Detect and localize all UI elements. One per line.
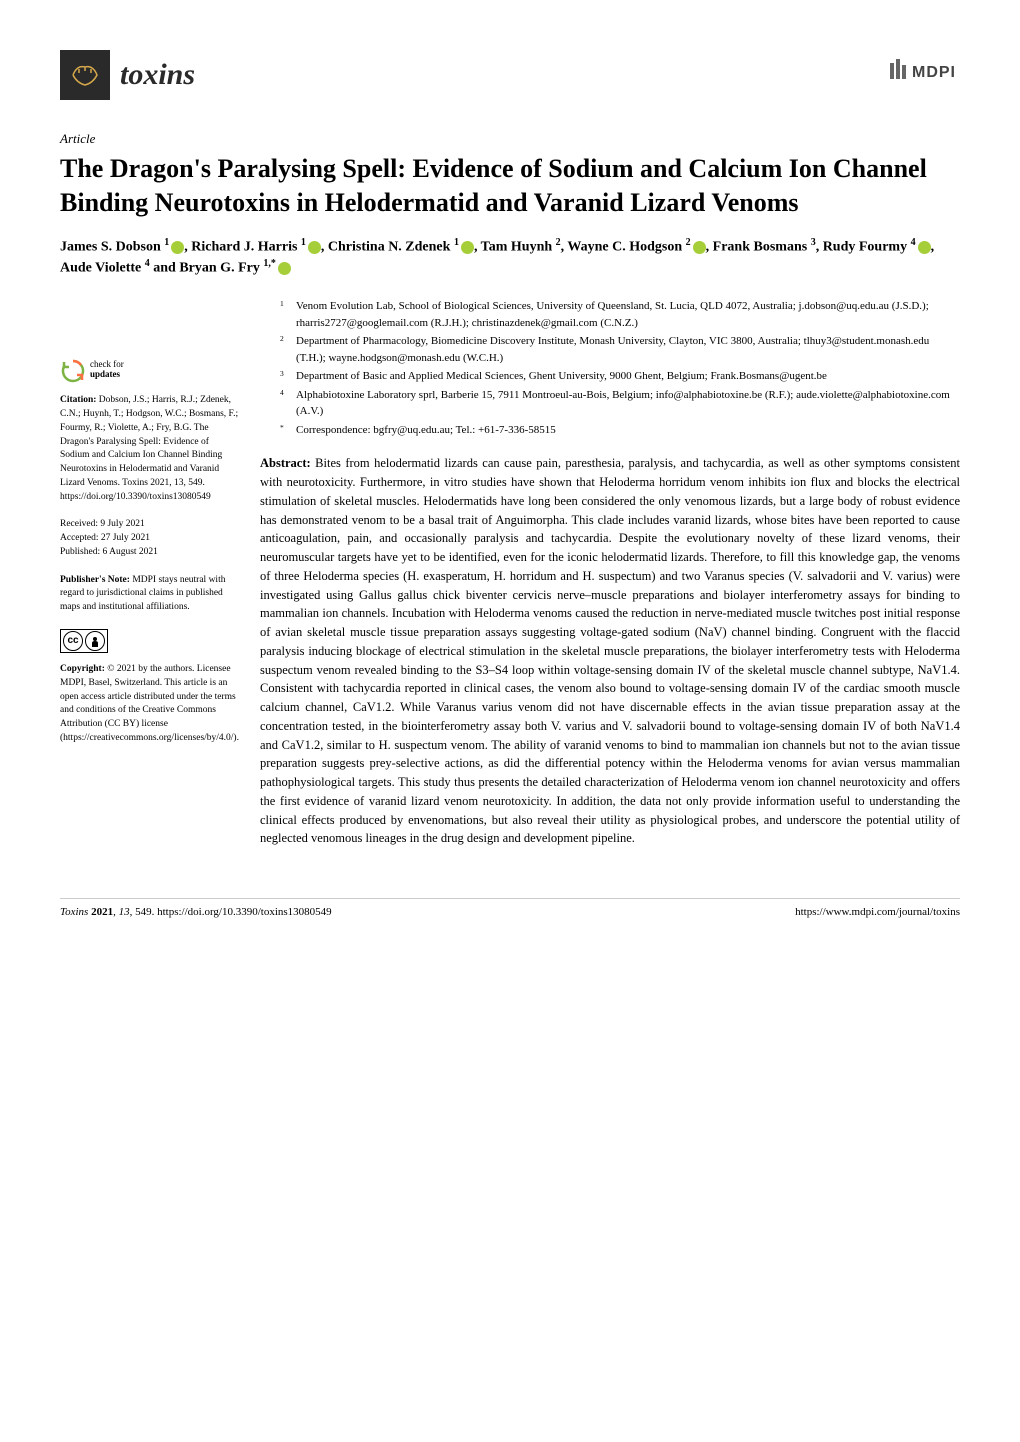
affiliation-text: Alphabiotoxine Laboratory sprl, Barberie… xyxy=(296,387,960,420)
svg-text:MDPI: MDPI xyxy=(912,64,956,81)
affiliation-number: 1 xyxy=(280,298,296,331)
sidebar: check forupdates Citation: Dobson, J.S.;… xyxy=(60,298,240,848)
affiliation-number: 4 xyxy=(280,387,296,420)
affiliation-text: Department of Basic and Applied Medical … xyxy=(296,368,960,385)
affiliation-number: 2 xyxy=(280,333,296,366)
published-date: Published: 6 August 2021 xyxy=(60,546,240,560)
article-body: 1Venom Evolution Lab, School of Biologic… xyxy=(260,298,960,848)
affiliation-number: * xyxy=(280,422,296,439)
orcid-icon xyxy=(171,241,184,254)
article-title: The Dragon's Paralysing Spell: Evidence … xyxy=(60,152,960,220)
article-type: Article xyxy=(60,130,960,148)
page-header: toxins MDPI xyxy=(60,50,960,100)
affiliations-list: 1Venom Evolution Lab, School of Biologic… xyxy=(260,298,960,438)
affiliation-item: *Correspondence: bgfry@uq.edu.au; Tel.: … xyxy=(280,422,960,439)
affiliation-number: 3 xyxy=(280,368,296,385)
citation-label: Citation: xyxy=(60,395,96,405)
orcid-icon xyxy=(918,241,931,254)
accepted-date: Accepted: 27 July 2021 xyxy=(60,532,240,546)
orcid-icon xyxy=(308,241,321,254)
footer-citation: Toxins 2021, 13, 549. https://doi.org/10… xyxy=(60,905,332,920)
footer-url: https://www.mdpi.com/journal/toxins xyxy=(795,905,960,920)
cc-icon: cc xyxy=(63,631,83,651)
affiliation-item: 4Alphabiotoxine Laboratory sprl, Barberi… xyxy=(280,387,960,420)
orcid-icon xyxy=(693,241,706,254)
copyright-label: Copyright: xyxy=(60,664,105,674)
abstract-text: Bites from helodermatid lizards can caus… xyxy=(260,456,960,845)
citation-text: Dobson, J.S.; Harris, R.J.; Zdenek, C.N.… xyxy=(60,395,238,501)
publishers-note-block: Publisher's Note: MDPI stays neutral wit… xyxy=(60,574,240,615)
journal-logo: toxins xyxy=(60,50,195,100)
affiliation-item: 2Department of Pharmacology, Biomedicine… xyxy=(280,333,960,366)
authors-list: James S. Dobson 1, Richard J. Harris 1, … xyxy=(60,236,960,279)
orcid-icon xyxy=(278,262,291,275)
dates-block: Received: 9 July 2021 Accepted: 27 July … xyxy=(60,518,240,559)
publisher-logo: MDPI xyxy=(890,59,960,90)
orcid-icon xyxy=(461,241,474,254)
page-footer: Toxins 2021, 13, 549. https://doi.org/10… xyxy=(60,898,960,920)
abstract: Abstract: Bites from helodermatid lizard… xyxy=(260,454,960,848)
check-updates-label: check forupdates xyxy=(90,360,124,380)
abstract-label: Abstract: xyxy=(260,456,311,470)
affiliation-text: Correspondence: bgfry@uq.edu.au; Tel.: +… xyxy=(296,422,960,439)
copyright-text: © 2021 by the authors. Licensee MDPI, Ba… xyxy=(60,664,239,743)
cc-license-badge: cc xyxy=(60,629,240,653)
toxins-icon xyxy=(60,50,110,100)
copyright-block: Copyright: © 2021 by the authors. Licens… xyxy=(60,663,240,746)
affiliation-item: 1Venom Evolution Lab, School of Biologic… xyxy=(280,298,960,331)
affiliation-text: Venom Evolution Lab, School of Biologica… xyxy=(296,298,960,331)
affiliation-text: Department of Pharmacology, Biomedicine … xyxy=(296,333,960,366)
journal-name: toxins xyxy=(120,54,195,96)
received-date: Received: 9 July 2021 xyxy=(60,518,240,532)
main-content: check forupdates Citation: Dobson, J.S.;… xyxy=(60,298,960,848)
publishers-note-label: Publisher's Note: xyxy=(60,575,130,585)
check-updates-icon xyxy=(60,358,84,382)
citation-block: Citation: Dobson, J.S.; Harris, R.J.; Zd… xyxy=(60,394,240,504)
check-updates-badge[interactable]: check forupdates xyxy=(60,358,240,382)
affiliation-item: 3Department of Basic and Applied Medical… xyxy=(280,368,960,385)
by-icon xyxy=(85,631,105,651)
